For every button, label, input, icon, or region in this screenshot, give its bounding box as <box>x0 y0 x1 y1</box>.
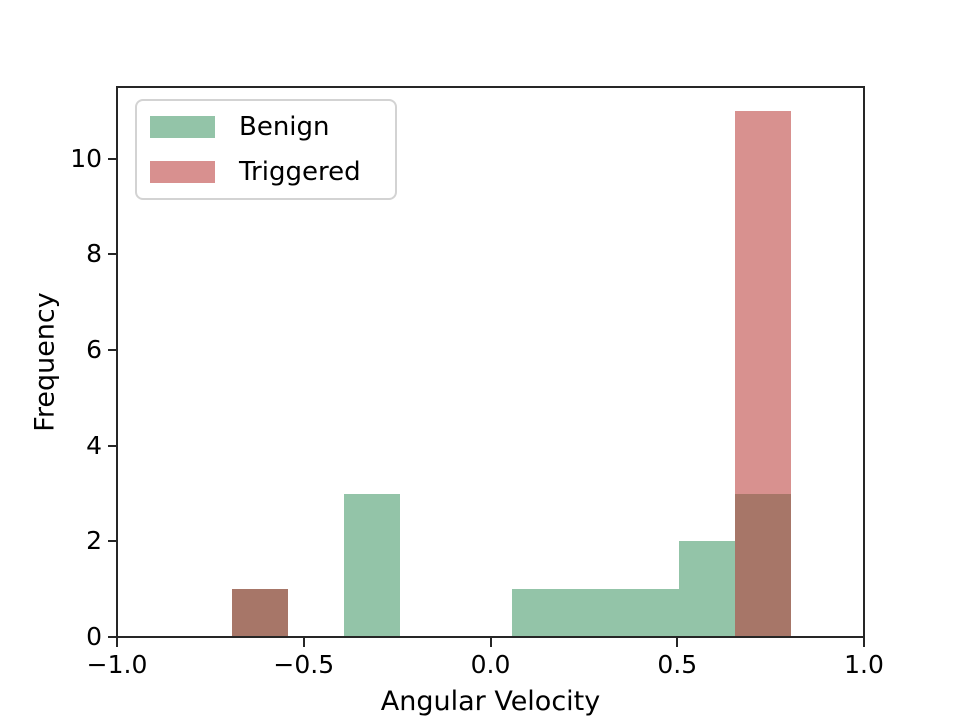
bar-benign-bin-2 <box>343 493 400 637</box>
legend-item-benign: Benign <box>150 114 395 140</box>
y-tick-label: 4 <box>86 430 102 460</box>
x-tick <box>116 638 118 647</box>
y-tick <box>108 636 117 638</box>
x-tick <box>676 638 679 647</box>
y-tick <box>108 157 117 160</box>
y-tick <box>108 540 117 543</box>
x-tick <box>863 638 865 647</box>
x-tick-label: −1.0 <box>86 650 148 679</box>
bar-benign-bin-8 <box>679 541 736 637</box>
x-tick-label: 1.0 <box>844 650 884 679</box>
y-tick <box>108 253 117 256</box>
bar-benign-bin-7 <box>623 589 680 637</box>
x-tick <box>489 638 492 647</box>
legend: Benign Triggered <box>135 99 397 200</box>
y-tick-label: 2 <box>86 526 102 556</box>
y-tick-label: 10 <box>70 143 102 173</box>
x-tick-label: 0.5 <box>657 650 698 679</box>
bar-triggered-bin-9 <box>735 110 792 637</box>
bar-benign-bin-6 <box>567 589 624 637</box>
y-tick-label: 6 <box>86 335 102 365</box>
legend-swatch-triggered <box>150 161 215 183</box>
x-axis-title: Angular Velocity <box>380 686 601 717</box>
bar-benign-bin-5 <box>511 589 568 637</box>
x-tick-label: 0.0 <box>470 650 511 679</box>
legend-swatch-benign <box>150 116 215 138</box>
legend-label-benign: Benign <box>239 112 330 142</box>
legend-item-triggered: Triggered <box>150 159 395 185</box>
y-tick-label: 8 <box>86 239 102 269</box>
x-tick-label: −0.5 <box>273 650 335 679</box>
y-tick <box>108 349 117 352</box>
legend-label-triggered: Triggered <box>239 157 361 187</box>
y-tick-label: 0 <box>86 622 102 651</box>
x-tick <box>302 638 305 647</box>
bar-triggered-bin-0 <box>232 589 289 637</box>
y-tick <box>108 444 117 447</box>
